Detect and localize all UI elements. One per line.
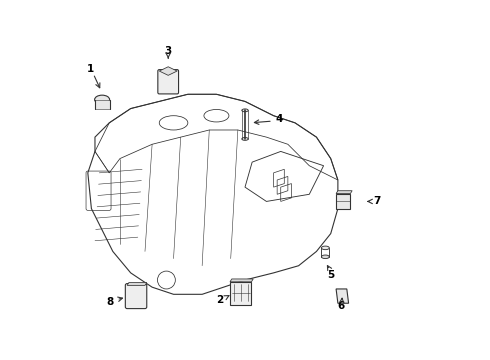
Ellipse shape — [242, 138, 248, 140]
FancyBboxPatch shape — [336, 194, 350, 209]
Polygon shape — [336, 289, 348, 303]
Text: 3: 3 — [165, 46, 172, 56]
Ellipse shape — [321, 246, 329, 249]
Ellipse shape — [321, 255, 329, 258]
FancyBboxPatch shape — [95, 100, 110, 109]
Polygon shape — [159, 67, 177, 75]
Text: 5: 5 — [327, 270, 334, 280]
Ellipse shape — [95, 95, 110, 104]
FancyBboxPatch shape — [230, 282, 251, 305]
Text: 2: 2 — [217, 295, 223, 305]
FancyBboxPatch shape — [158, 69, 178, 94]
Text: 1: 1 — [87, 64, 94, 74]
FancyBboxPatch shape — [125, 284, 147, 309]
Polygon shape — [230, 279, 253, 282]
Ellipse shape — [242, 109, 248, 112]
Text: 6: 6 — [338, 301, 345, 311]
Text: 4: 4 — [275, 114, 283, 124]
Polygon shape — [336, 191, 352, 194]
Text: 7: 7 — [373, 197, 381, 206]
Polygon shape — [127, 283, 147, 285]
Text: 8: 8 — [106, 297, 114, 307]
